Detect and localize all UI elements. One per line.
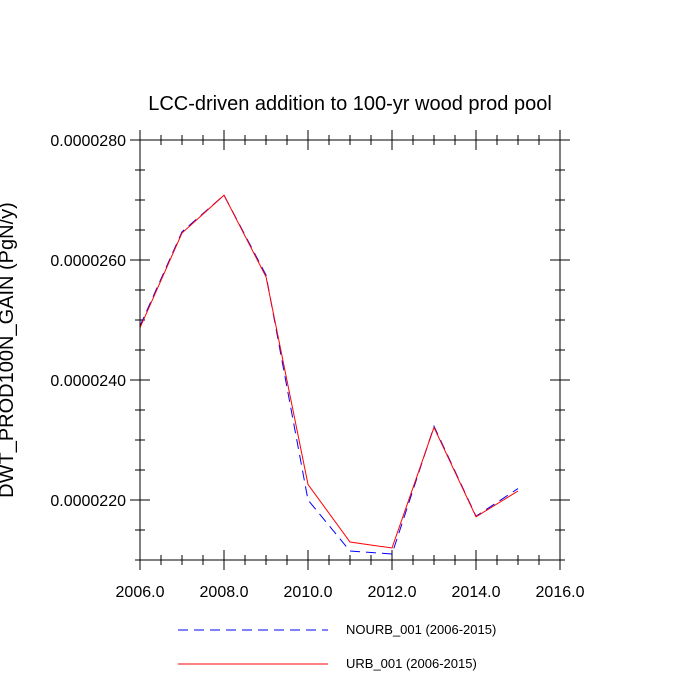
x-tick-label: 2006.0 bbox=[116, 584, 165, 601]
y-tick-labels: 0.0000220 0.0000240 0.0000260 0.0000280 bbox=[50, 133, 126, 510]
x-tick-labels: 2006.0 2008.0 2010.0 2012.0 2014.0 2016.0 bbox=[116, 584, 585, 601]
y-axis-label: DWT_PROD100N_GAIN (PgN/y) bbox=[0, 202, 18, 498]
x-tick-label: 2014.0 bbox=[452, 584, 501, 601]
x-tick-label: 2012.0 bbox=[368, 584, 417, 601]
y-tick-label: 0.0000220 bbox=[50, 493, 126, 510]
y-tick-label: 0.0000240 bbox=[50, 373, 126, 390]
x-tick-label: 2008.0 bbox=[200, 584, 249, 601]
plot-frame bbox=[139, 139, 561, 561]
series-lines bbox=[140, 194, 519, 555]
y-tick-label: 0.0000280 bbox=[50, 133, 126, 150]
x-tick-label: 2016.0 bbox=[536, 584, 585, 601]
legend-label: URB_001 (2006-2015) bbox=[346, 656, 477, 671]
y-tick-label: 0.0000260 bbox=[50, 253, 126, 270]
legend: NOURB_001 (2006-2015) URB_001 (2006-2015) bbox=[178, 622, 496, 671]
series-line-urb_001 bbox=[140, 194, 519, 549]
series-line-nourb_001 bbox=[140, 194, 519, 555]
legend-label: NOURB_001 (2006-2015) bbox=[346, 622, 496, 637]
x-tick-label: 2010.0 bbox=[284, 584, 333, 601]
chart-title: LCC-driven addition to 100-yr wood prod … bbox=[148, 93, 552, 115]
axis-ticks bbox=[130, 130, 570, 570]
